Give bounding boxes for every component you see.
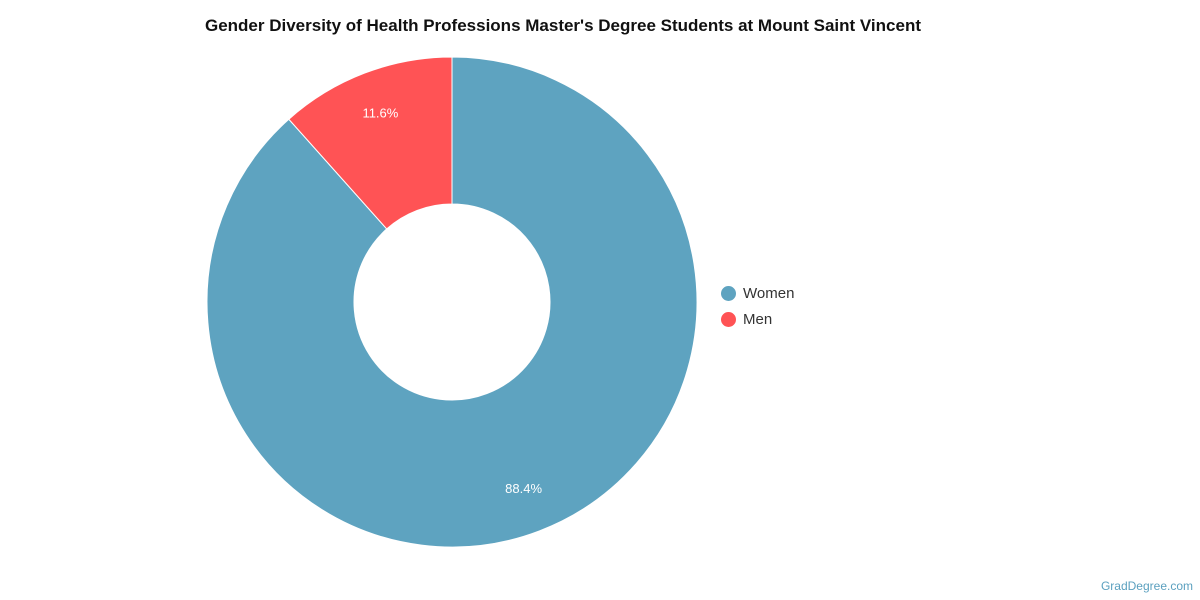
- slice-label-women: 88.4%: [505, 481, 542, 496]
- slice-labels-group: 88.4% 11.6%: [362, 106, 542, 496]
- legend-swatch-icon: [721, 285, 736, 301]
- slice-label-men: 11.6%: [362, 106, 398, 121]
- legend-label: Men: [743, 310, 773, 328]
- legend-item-men[interactable]: Men: [721, 306, 794, 332]
- legend-item-women[interactable]: Women: [721, 280, 794, 306]
- slice-women: [206, 56, 698, 548]
- slices-group: [206, 56, 698, 548]
- chart-title: Gender Diversity of Health Professions M…: [204, 16, 921, 35]
- slice-men: [288, 56, 453, 230]
- legend: Women Men: [721, 280, 794, 332]
- watermark: GradDegree.com: [1100, 579, 1193, 593]
- legend-label: Women: [743, 284, 795, 302]
- legend-swatch-icon: [721, 311, 736, 327]
